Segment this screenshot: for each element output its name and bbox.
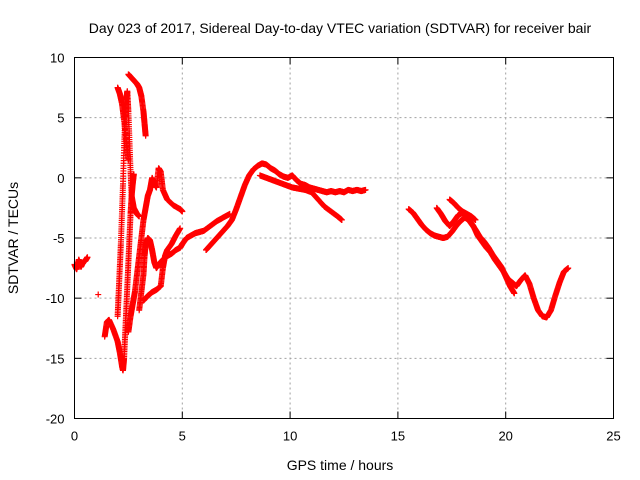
x-tick-label: 0: [71, 429, 78, 444]
y-axis-label: SDTVAR / TECUs: [5, 182, 21, 294]
x-tick-label: 20: [498, 429, 512, 444]
x-tick-label: 5: [179, 429, 186, 444]
data-point: [95, 291, 102, 298]
y-tick-label: -10: [46, 291, 65, 306]
data-point: [177, 225, 184, 232]
x-axis-label: GPS time / hours: [287, 457, 394, 473]
plot-frame: [74, 57, 614, 419]
series-s2: [95, 291, 102, 298]
series-s7: [125, 165, 186, 335]
series-s1: [71, 254, 91, 273]
series-s8: [136, 210, 233, 314]
y-tick-label: -20: [46, 412, 65, 427]
grid: [74, 57, 614, 419]
data-points: [71, 71, 572, 374]
series-s5: [114, 84, 132, 163]
series-s11: [256, 172, 345, 223]
x-tick-label: 25: [606, 429, 620, 444]
series-s6: [125, 71, 149, 139]
series-s9: [140, 225, 184, 304]
chart-title: Day 023 of 2017, Sidereal Day-to-day VTE…: [89, 20, 592, 36]
series-s10: [203, 160, 369, 254]
series-s14: [446, 196, 479, 223]
series-s4: [114, 88, 143, 320]
data-point: [362, 186, 369, 193]
data-point: [84, 254, 91, 261]
data-point: [472, 216, 479, 223]
x-tick-label: 10: [283, 429, 297, 444]
data-point: [125, 156, 132, 163]
y-tick-label: 5: [57, 111, 64, 126]
data-point: [565, 265, 572, 272]
x-tick-label: 15: [391, 429, 405, 444]
y-tick-label: -5: [53, 231, 65, 246]
data-point: [130, 171, 137, 178]
tick-labels: 0 5 10 15 20 25 -20 -15 -10 -5 0 5 10: [46, 51, 621, 444]
y-tick-label: 10: [50, 51, 64, 66]
y-tick-label: 0: [57, 171, 64, 186]
data-point: [179, 208, 186, 215]
data-point: [511, 290, 518, 297]
data-point: [338, 216, 345, 223]
y-tick-label: -15: [46, 351, 65, 366]
series-s12: [405, 206, 572, 321]
data-point: [142, 132, 149, 139]
